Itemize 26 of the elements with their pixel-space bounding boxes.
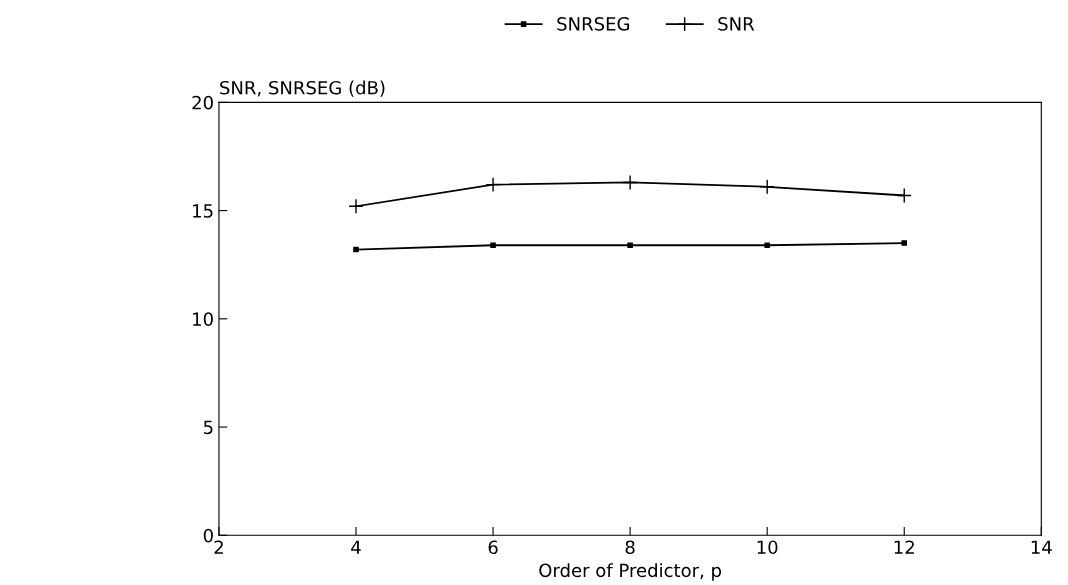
x-tick-label: 14 bbox=[1031, 540, 1052, 554]
point bbox=[627, 242, 633, 249]
y-axis-title: SNR, SNRSEG (dB) bbox=[220, 80, 385, 97]
y-tick-label: 10 bbox=[193, 312, 213, 326]
point bbox=[896, 187, 912, 204]
x-tick-label: 2 bbox=[214, 540, 223, 554]
x-tick-label: 12 bbox=[894, 540, 914, 554]
point bbox=[348, 198, 364, 214]
legend-label: SNR bbox=[718, 17, 755, 31]
point bbox=[353, 246, 359, 253]
x-axis-title: Order of Predictor, p bbox=[539, 563, 722, 581]
x-tick-label: 8 bbox=[625, 540, 635, 555]
legend-label: SNRSEG bbox=[557, 17, 630, 31]
y-tick-label: 15 bbox=[193, 204, 213, 218]
point bbox=[490, 242, 496, 249]
y-tick-label: 0 bbox=[203, 528, 213, 543]
point bbox=[485, 176, 501, 193]
point bbox=[622, 174, 638, 191]
x-tick-label: 6 bbox=[488, 540, 498, 555]
y-tick-label: 5 bbox=[203, 420, 213, 435]
point bbox=[764, 242, 770, 249]
point bbox=[901, 240, 908, 246]
y-tick-label: 20 bbox=[192, 95, 213, 110]
x-tick-label: 10 bbox=[757, 540, 778, 555]
point bbox=[759, 179, 775, 195]
x-tick-label: 4 bbox=[351, 540, 361, 554]
